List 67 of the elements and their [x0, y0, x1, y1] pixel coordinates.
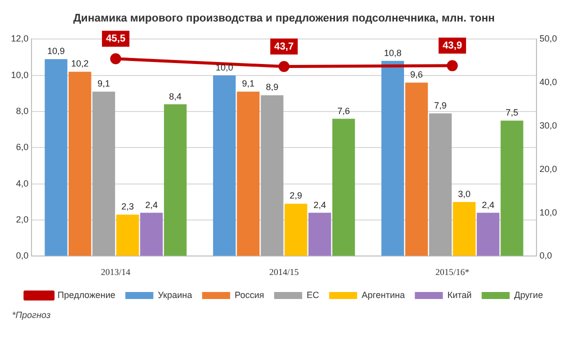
- data-label: 3,0: [458, 188, 471, 199]
- data-label: 2,4: [314, 200, 326, 210]
- text: *Прогноз: [12, 310, 52, 320]
- x-tick-label: 2015/16*: [435, 266, 470, 277]
- y2-tick-label: 0,0: [539, 250, 552, 261]
- bar: [308, 212, 332, 256]
- x-tick-label: 2013/14: [100, 266, 131, 277]
- bar: [381, 60, 404, 256]
- bar: [68, 72, 92, 256]
- y2-tick-label: 30,0: [539, 120, 558, 130]
- legend-label: Россия: [234, 290, 264, 300]
- y2-tick-label: 20,0: [539, 164, 558, 174]
- bar: [213, 75, 236, 256]
- legend-label: Другие: [514, 290, 543, 300]
- data-label: 8,4: [169, 91, 182, 102]
- bar: [116, 214, 139, 256]
- y-tick-label: 10,0: [10, 70, 29, 80]
- bar: [429, 113, 452, 256]
- data-label: 7,5: [506, 108, 518, 118]
- data-label: 9,6: [410, 70, 423, 80]
- bar: [92, 92, 116, 256]
- data-label: 10,9: [47, 46, 65, 56]
- bar: [476, 212, 500, 256]
- data-label: 10,0: [216, 62, 234, 72]
- data-label: 2,3: [121, 202, 134, 212]
- data-label: 7,6: [337, 106, 350, 116]
- data-label: 43,7: [274, 41, 294, 52]
- bar: [164, 104, 187, 256]
- point: [278, 61, 290, 72]
- y-tick-label: 2,0: [16, 214, 29, 225]
- data-label: 8,9: [266, 82, 278, 92]
- y2-tick-label: 40,0: [539, 77, 558, 88]
- bar: [44, 59, 68, 256]
- data-label: 43,9: [442, 40, 462, 52]
- point: [110, 53, 122, 64]
- bar: [140, 212, 163, 256]
- y2-tick-label: 50,0: [539, 34, 558, 44]
- bar: [500, 120, 524, 256]
- y-tick-label: 12,0: [10, 34, 29, 44]
- y2-tick-label: 10,0: [539, 207, 558, 218]
- data-label: 45,5: [106, 33, 126, 44]
- legend-label: Аргентина: [362, 290, 405, 300]
- bar: [332, 118, 355, 256]
- data-label: 10,8: [384, 48, 402, 58]
- data-label: 9,1: [97, 78, 110, 89]
- y-tick-label: 4,0: [16, 178, 29, 188]
- x-tick-label: 2014/15: [269, 266, 300, 277]
- y-tick-label: 8,0: [16, 106, 29, 116]
- y-tick-label: 0,0: [16, 250, 29, 261]
- data-label: 9,1: [242, 78, 254, 89]
- bar: [452, 202, 476, 256]
- legend-label: Предложение: [58, 290, 116, 300]
- data-label: 7,9: [434, 100, 447, 110]
- data-label: 2,9: [290, 190, 302, 201]
- bar: [260, 95, 284, 256]
- legend-label: Китай: [447, 290, 472, 300]
- data-label: 2,4: [482, 200, 494, 210]
- data-label: 2,4: [145, 200, 158, 210]
- point: [446, 60, 458, 72]
- legend-label: ЕС: [306, 290, 320, 300]
- data-label: 10,2: [71, 58, 89, 69]
- legend-label: Украина: [158, 290, 192, 300]
- bar: [236, 92, 260, 256]
- y-tick-label: 6,0: [16, 142, 29, 152]
- bar: [284, 204, 308, 256]
- chart-title: Динамика мирового производства и предложения подсолнечника, млн. тонн: [73, 12, 495, 25]
- bar: [405, 82, 428, 256]
